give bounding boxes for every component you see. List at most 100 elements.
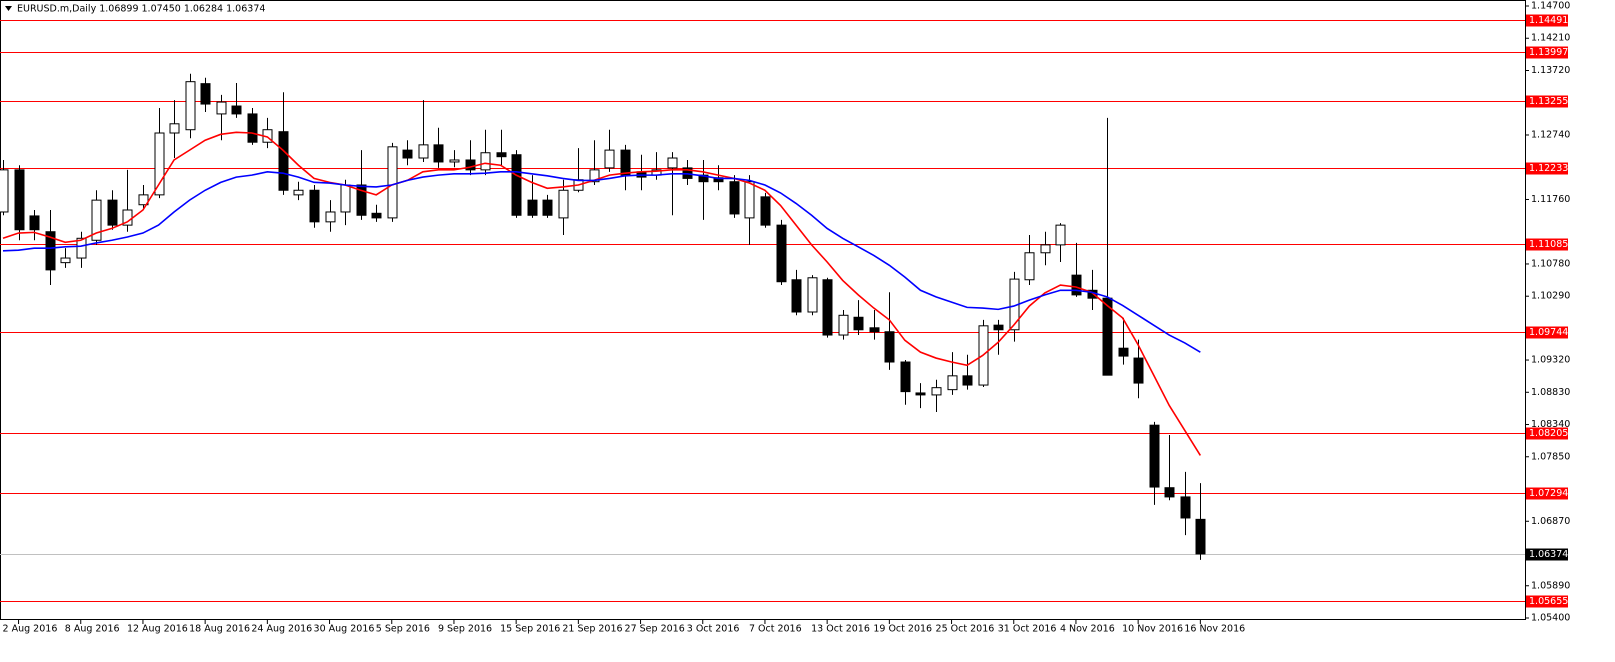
candle-body — [231, 105, 242, 115]
candle-body — [1102, 297, 1113, 376]
candle-body — [107, 199, 118, 226]
candle-body — [91, 199, 102, 241]
candle-body — [1180, 496, 1191, 519]
x-tick-label: 25 Oct 2016 — [936, 624, 995, 635]
moving-average-line — [2, 171, 1201, 353]
level-label-bg — [1526, 238, 1568, 251]
level-label-bg — [1526, 487, 1568, 500]
candle-body — [1118, 347, 1129, 357]
level-label-bg — [1526, 326, 1568, 339]
candle-body — [1133, 357, 1144, 384]
x-tick-label: 12 Aug 2016 — [127, 624, 188, 635]
candle-body — [0, 169, 9, 213]
x-tick-label: 8 Aug 2016 — [65, 624, 120, 635]
candle-body — [589, 169, 600, 183]
candle-body — [511, 154, 522, 216]
x-tick-label: 21 Sep 2016 — [562, 624, 622, 635]
candle-body — [993, 324, 1004, 331]
level-label-bg — [1526, 595, 1568, 608]
x-tick-label: 5 Sep 2016 — [376, 624, 430, 635]
level-label: 1.05655 — [1529, 596, 1568, 607]
candle-body — [558, 189, 569, 219]
candle-body — [947, 375, 958, 391]
candle-body — [900, 361, 911, 393]
x-tick-label: 9 Sep 2016 — [438, 624, 492, 635]
candle-body — [869, 327, 880, 333]
level-label: 1.12233 — [1529, 163, 1568, 174]
candle-body — [433, 144, 444, 163]
y-tick-label: 1.05890 — [1531, 580, 1570, 591]
candle-body — [542, 199, 553, 216]
y-tick-label: 1.10290 — [1531, 291, 1570, 302]
level-label: 1.13255 — [1529, 96, 1568, 107]
candle-body — [915, 392, 926, 396]
level-label: 1.13997 — [1529, 47, 1568, 58]
candle-body — [962, 375, 973, 386]
candle-body — [371, 212, 382, 219]
y-tick-label: 1.14210 — [1531, 33, 1570, 44]
x-tick-label: 27 Sep 2016 — [625, 624, 685, 635]
x-tick-label: 10 Nov 2016 — [1122, 624, 1183, 635]
level-label-bg — [1526, 427, 1568, 440]
x-tick-label: 19 Oct 2016 — [873, 624, 932, 635]
candle-body — [169, 123, 180, 134]
y-tick-label: 1.05400 — [1531, 613, 1570, 624]
candle-body — [838, 314, 849, 336]
x-tick-label: 16 Nov 2016 — [1184, 624, 1245, 635]
candle-body — [76, 237, 87, 259]
level-label: 1.08205 — [1529, 428, 1568, 439]
candle-body — [667, 157, 678, 169]
candle-body — [620, 149, 631, 176]
candle-body — [884, 331, 895, 363]
x-tick-label: 3 Oct 2016 — [687, 624, 740, 635]
candle-body — [527, 199, 538, 216]
candle-body — [449, 159, 460, 163]
y-tick-label: 1.08830 — [1531, 387, 1570, 398]
candle-body — [200, 83, 211, 105]
candle-body — [29, 215, 40, 231]
current-price-bg — [1526, 548, 1568, 561]
level-label-bg — [1526, 46, 1568, 59]
candle-body — [356, 184, 367, 216]
level-label: 1.09744 — [1529, 327, 1568, 338]
y-tick-label: 1.08340 — [1531, 419, 1570, 430]
candle-body — [418, 144, 429, 159]
candle-body — [14, 169, 25, 231]
candle-body — [247, 113, 258, 143]
x-tick-label: 31 Oct 2016 — [998, 624, 1057, 635]
candle-body — [1164, 487, 1175, 498]
candle-body — [309, 189, 320, 223]
candle-body — [1040, 244, 1051, 254]
candle-body — [744, 181, 755, 219]
candle-body — [853, 316, 864, 331]
candle-body — [822, 279, 833, 336]
current-price-label: 1.06374 — [1529, 549, 1568, 560]
candle-body — [138, 194, 149, 206]
x-tick-label: 7 Oct 2016 — [749, 624, 802, 635]
candle-body — [496, 152, 507, 158]
level-label-bg — [1526, 14, 1568, 27]
candle-body — [760, 196, 771, 226]
y-tick-label: 1.11760 — [1531, 194, 1570, 205]
candle-body — [216, 101, 227, 115]
candle-body — [340, 184, 351, 213]
candle-body — [480, 152, 491, 171]
level-label-bg — [1526, 162, 1568, 175]
candle-body — [387, 146, 398, 219]
y-tick-label: 1.09320 — [1531, 355, 1570, 366]
candle-body — [604, 149, 615, 169]
candle-body — [931, 387, 942, 396]
level-label: 1.07294 — [1529, 488, 1568, 499]
menu-triangle[interactable] — [5, 6, 12, 11]
candle-body — [154, 132, 165, 196]
x-tick-label: 4 Nov 2016 — [1060, 624, 1115, 635]
candle-body — [1071, 274, 1082, 296]
y-tick-label: 1.14700 — [1531, 1, 1570, 12]
x-tick-label: 24 Aug 2016 — [251, 624, 312, 635]
y-tick-label: 1.07850 — [1531, 451, 1570, 462]
candle-body — [278, 131, 289, 191]
candle-body — [1195, 518, 1206, 555]
candle-body — [402, 149, 413, 159]
